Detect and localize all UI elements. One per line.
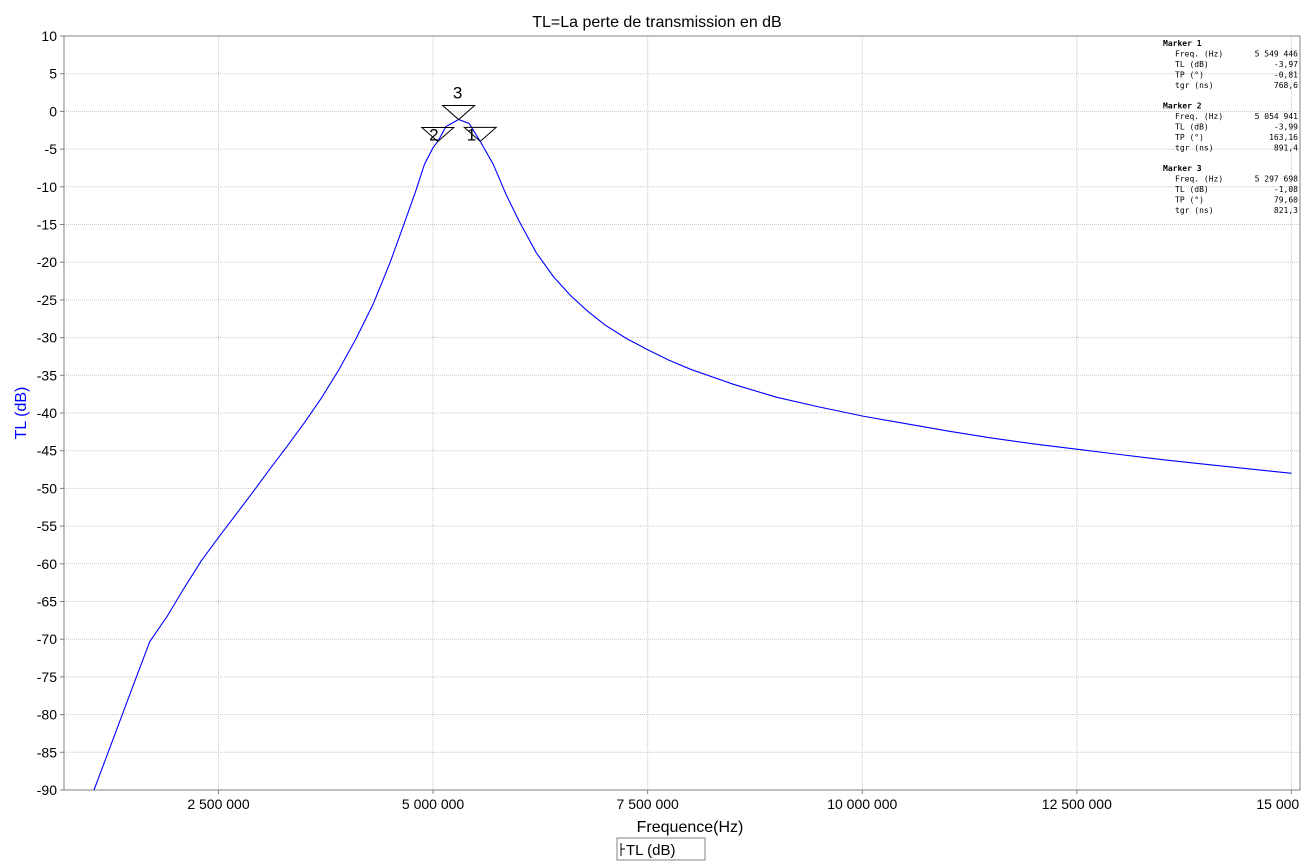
marker-2-triangle <box>420 126 456 143</box>
grid <box>64 35 1300 791</box>
marker-panel-field: tgr (ns) <box>1175 144 1214 153</box>
marker-panel-value: 821,3 <box>1274 206 1298 215</box>
x-tick-label: 7 500 000 <box>617 796 679 812</box>
marker-panel-title: Marker 3 <box>1163 164 1202 173</box>
y-tick-label: -55 <box>37 518 57 534</box>
marker-panel-value: 79,60 <box>1274 196 1298 205</box>
legend: TL (dB) <box>616 837 706 861</box>
y-tick-label: 5 <box>49 66 57 82</box>
legend-label: TL (dB) <box>626 842 675 859</box>
marker-panel-value: -3,97 <box>1274 60 1298 69</box>
marker-panel-value: -3,99 <box>1274 123 1298 132</box>
chart-title: TL=La perte de transmission en dB <box>532 14 781 31</box>
x-tick-label: 2 500 000 <box>187 796 249 812</box>
x-tick-label: 5 000 000 <box>402 796 464 812</box>
marker-panel: Marker 1 Freq. (Hz) 5 549 446 TL (dB) -3,97 T… <box>1163 39 1298 215</box>
y-tick-label: -50 <box>37 480 57 496</box>
y-axis: 10 5 0 -5 -10 -15 -20 -25 -30 -35 -40 -45 -50 -55 -60 -… <box>37 28 64 798</box>
marker-2-label: 2 <box>429 125 438 144</box>
y-tick-label: -30 <box>37 330 57 346</box>
x-axis-label: Frequence(Hz) <box>637 819 744 836</box>
marker-panel-value: 891,4 <box>1274 144 1298 153</box>
marker-panel-field: tgr (ns) <box>1175 81 1214 90</box>
y-axis-label: TL (dB) <box>13 387 30 440</box>
marker-panel-field: TL (dB) <box>1175 60 1209 69</box>
marker-panel-field: Freq. (Hz) <box>1175 175 1223 184</box>
y-tick-label: -75 <box>37 669 57 685</box>
y-tick-label: -10 <box>37 179 57 195</box>
x-tick-label: 12 500 000 <box>1042 796 1112 812</box>
marker-panel-title: Marker 2 <box>1163 102 1202 111</box>
marker-panel-field: TP (°) <box>1175 71 1204 80</box>
y-tick-label: 10 <box>41 28 57 44</box>
legend-box <box>616 837 706 861</box>
y-tick-label: -45 <box>37 443 57 459</box>
x-axis: 2 500 000 5 000 000 7 500 000 10 000 000 12 … <box>187 790 1303 812</box>
marker-panel-field: TP (°) <box>1175 133 1204 142</box>
x-tick-label: 10 000 000 <box>827 796 897 812</box>
marker-panel-value: -1,08 <box>1274 185 1298 194</box>
y-tick-label: 0 <box>49 103 57 119</box>
y-tick-label: -25 <box>37 292 57 308</box>
marker-panel-title: Marker 1 <box>1163 39 1202 48</box>
marker-panel-field: Freq. (Hz) <box>1175 112 1223 121</box>
series-layer <box>93 118 1292 791</box>
marker-panel-value: 768,6 <box>1274 81 1298 90</box>
x-tick-label: 15 000 000 <box>1256 796 1303 812</box>
y-tick-label: -60 <box>37 556 57 572</box>
marker-panel-value: 5 297 698 <box>1255 175 1299 184</box>
marker-panel-field: TL (dB) <box>1175 123 1209 132</box>
y-tick-label: -80 <box>37 707 57 723</box>
y-tick-label: -90 <box>37 782 57 798</box>
y-tick-label: -85 <box>37 744 57 760</box>
marker-panel-field: Freq. (Hz) <box>1175 50 1223 59</box>
y-tick-label: -5 <box>45 141 58 157</box>
y-tick-label: -65 <box>37 594 57 610</box>
marker-panel-value: 163,16 <box>1269 133 1298 142</box>
marker-3-label: 3 <box>453 84 462 103</box>
marker-panel-value: -0,81 <box>1274 71 1298 80</box>
marker-1-triangle <box>462 126 498 142</box>
markers-layer: 1 2 3 <box>420 84 498 144</box>
marker-panel-value: 5 054 941 <box>1255 112 1299 121</box>
marker-panel-field: TP (°) <box>1175 196 1204 205</box>
marker-panel-value: 5 549 446 <box>1255 50 1299 59</box>
y-tick-label: -70 <box>37 631 57 647</box>
series-line-tl <box>93 118 1292 791</box>
y-tick-label: -15 <box>37 217 57 233</box>
y-tick-label: -35 <box>37 367 57 383</box>
marker-panel-field: TL (dB) <box>1175 185 1209 194</box>
marker-3-triangle <box>441 105 476 121</box>
y-tick-label: -20 <box>37 254 57 270</box>
y-tick-label: -40 <box>37 405 57 421</box>
marker-1-label: 1 <box>467 125 476 144</box>
marker-panel-field: tgr (ns) <box>1175 206 1214 215</box>
